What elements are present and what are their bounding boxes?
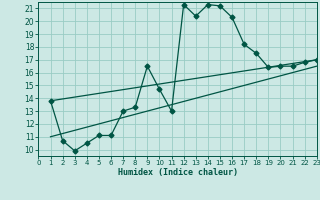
X-axis label: Humidex (Indice chaleur): Humidex (Indice chaleur) — [118, 168, 238, 177]
